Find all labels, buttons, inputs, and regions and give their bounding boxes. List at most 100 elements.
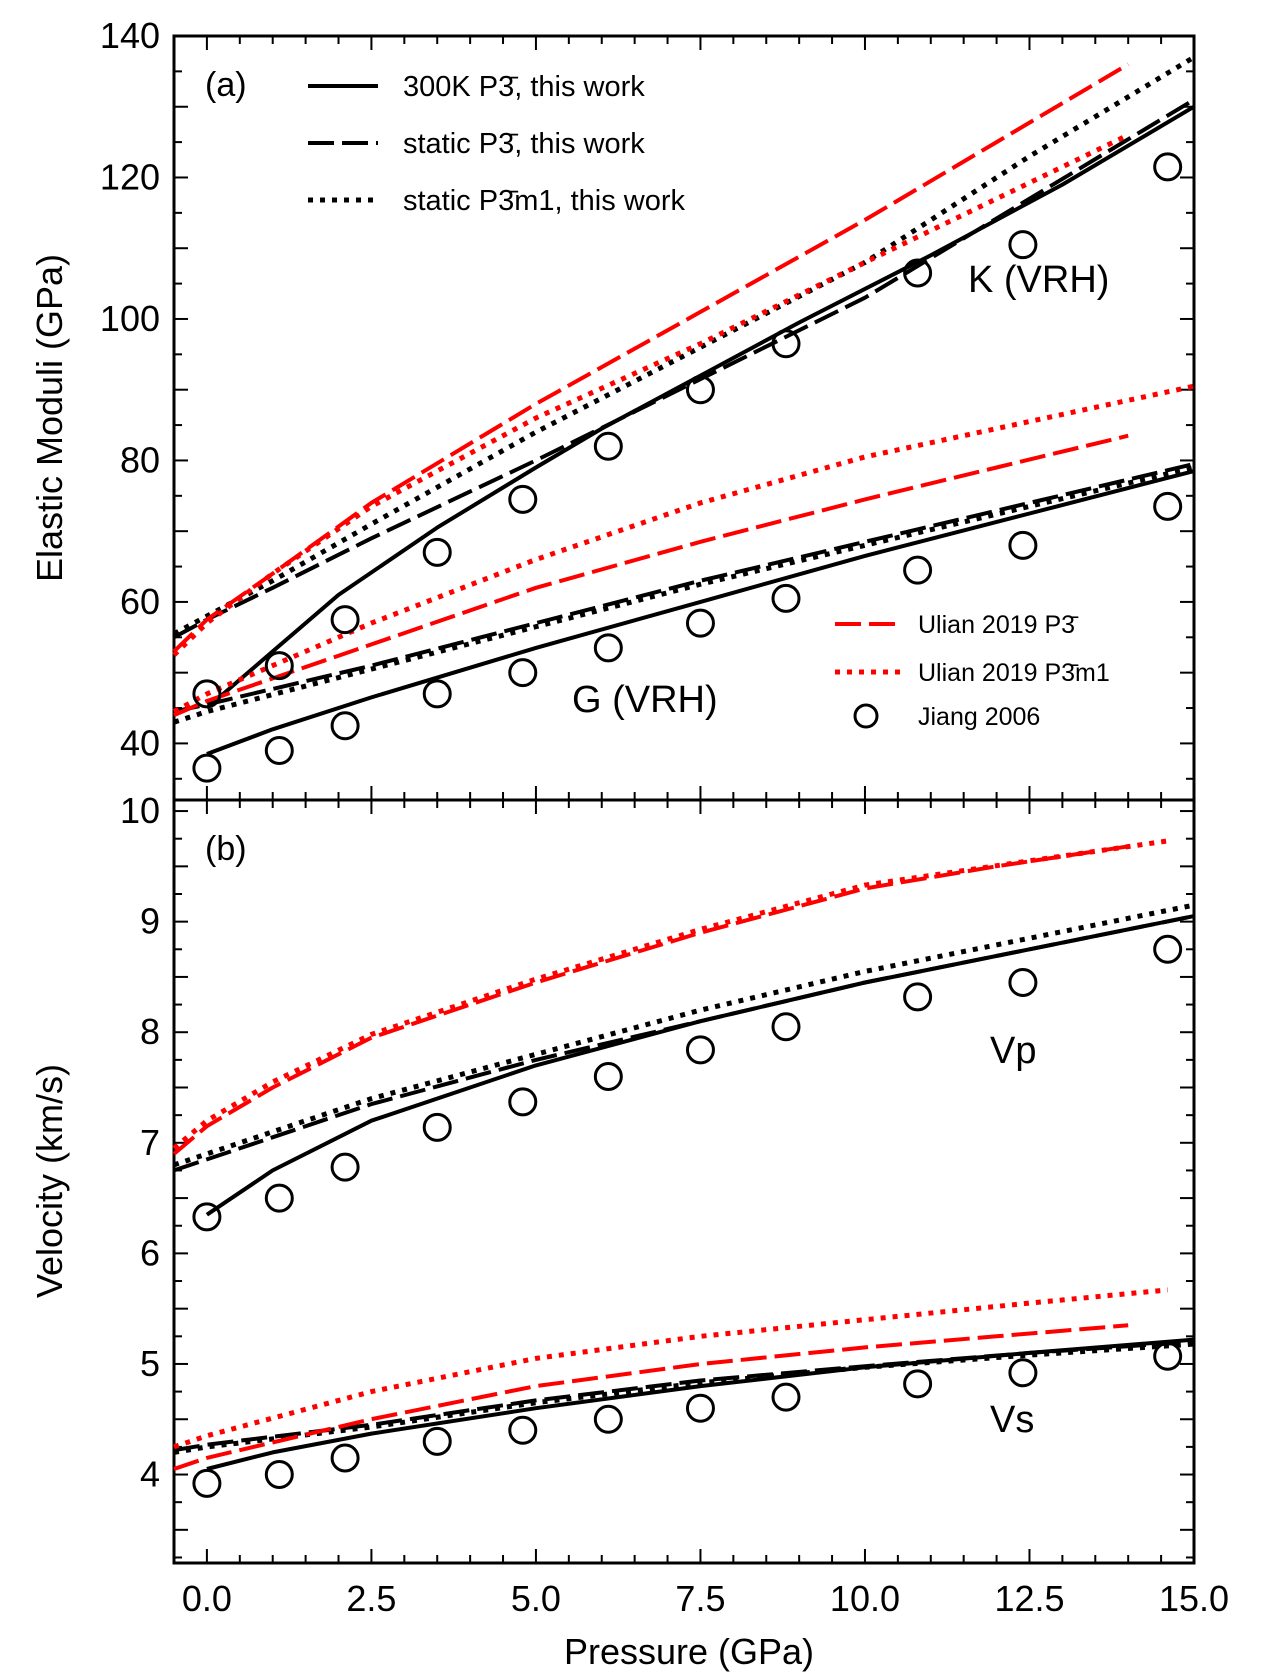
panel-a-elastic-moduli: 40 60 80 100 120 140 (a) K (VRH) G (VRH) 300K… <box>100 15 1196 802</box>
x-tick-label: 5.0 <box>511 1578 561 1619</box>
annotation-g-vrh: G (VRH) <box>572 679 718 721</box>
legend-label-static-p3m1: static P3̄m1, this work <box>403 185 686 217</box>
legend-item-ulian-p3m1: Ulian 2019 P3̄m1 <box>835 659 1110 687</box>
data-point-jiang-2006 <box>508 1087 538 1117</box>
x-tick-label: 15.0 <box>1159 1578 1229 1619</box>
y-tick-label: 9 <box>140 901 160 942</box>
data-point-jiang-2006 <box>903 982 933 1012</box>
data-point-jiang-2006 <box>1008 967 1038 997</box>
data-point-jiang-2006 <box>192 1202 222 1232</box>
series-line-000000-dashed <box>173 1339 1195 1453</box>
x-axis-label: Pressure (GPa) <box>564 1631 814 1672</box>
x-tick-label: 0.0 <box>182 1578 232 1619</box>
legend-top: 300K P3̄, this work static P3̄, this wor… <box>308 71 686 217</box>
legend-item-static-p3: static P3̄, this work <box>308 128 645 160</box>
data-point-jiang-2006 <box>771 583 801 613</box>
legend-item-ulian-p3: Ulian 2019 P3̄ <box>835 611 1079 639</box>
series-line-ff0000-dashed <box>172 844 1129 1156</box>
series-line-000000-dashed <box>173 97 1196 640</box>
data-point-jiang-2006 <box>330 1443 360 1473</box>
data-point-jiang-2006 <box>508 658 538 688</box>
panel-b-tag: (b) <box>205 830 247 868</box>
panel-b-y-tick-labels: 4 5 6 7 8 9 10 <box>120 790 160 1494</box>
x-tick-label: 10.0 <box>830 1578 900 1619</box>
data-point-jiang-2006 <box>903 555 933 585</box>
data-point-jiang-2006 <box>422 537 452 567</box>
data-point-jiang-2006 <box>593 431 623 461</box>
panel-b-frame <box>172 798 1196 1565</box>
legend-bottom: Ulian 2019 P3̄ Ulian 2019 P3̄m1 Jiang 20… <box>835 611 1110 731</box>
data-point-jiang-2006 <box>1153 152 1183 182</box>
series-line-ff0000-dotted <box>173 1287 1168 1450</box>
series-line-000000-dashed <box>173 462 1195 714</box>
data-point-jiang-2006 <box>1153 491 1183 521</box>
y-tick-label: 140 <box>100 15 160 56</box>
panel-b-markers <box>192 934 1183 1498</box>
data-point-jiang-2006 <box>685 608 715 638</box>
data-point-jiang-2006 <box>422 1112 452 1142</box>
data-point-jiang-2006 <box>685 1035 715 1065</box>
data-point-jiang-2006 <box>1008 530 1038 560</box>
data-point-jiang-2006 <box>192 753 222 783</box>
data-point-jiang-2006 <box>192 679 222 709</box>
series-line-000000-solid <box>206 469 1195 756</box>
data-point-jiang-2006 <box>771 1382 801 1412</box>
x-tick-label: 12.5 <box>994 1578 1064 1619</box>
data-point-jiang-2006 <box>422 679 452 709</box>
data-point-jiang-2006 <box>264 735 294 765</box>
x-tick-label: 2.5 <box>346 1578 396 1619</box>
data-point-jiang-2006 <box>330 605 360 635</box>
data-point-jiang-2006 <box>264 651 294 681</box>
y-tick-label: 6 <box>140 1232 160 1273</box>
data-point-jiang-2006 <box>192 1468 222 1498</box>
legend-item-jiang: Jiang 2006 <box>853 703 1040 731</box>
data-point-jiang-2006 <box>264 1183 294 1213</box>
series-line-000000-dotted <box>173 902 1195 1168</box>
y-tick-label: 60 <box>120 581 160 622</box>
data-point-jiang-2006 <box>1008 230 1038 260</box>
legend-item-static-p3m1: static P3̄m1, this work <box>308 185 686 217</box>
panel-a-series <box>172 55 1196 756</box>
panel-a-y-tick-labels: 40 60 80 100 120 140 <box>100 15 160 763</box>
series-line-ff0000-dotted <box>172 132 1130 657</box>
series-line-ff0000-dashed <box>173 1323 1129 1471</box>
y-tick-label: 120 <box>100 156 160 197</box>
panel-b-ticks <box>174 800 1195 1563</box>
panel-a-tag: (a) <box>205 66 247 104</box>
data-point-jiang-2006 <box>685 1393 715 1423</box>
panel-b-velocity: 4 5 6 7 8 9 10 0.0 2.5 5.0 7.5 10.0 12.5 15.0 (b) Vp… <box>120 790 1229 1619</box>
data-point-jiang-2006 <box>685 375 715 405</box>
legend-label-300k: 300K P3̄, this work <box>403 71 645 103</box>
panel-a-markers <box>192 152 1183 783</box>
series-line-ff0000-dotted <box>172 838 1169 1151</box>
legend-label-ulian-p3: Ulian 2019 P3̄ <box>918 611 1079 639</box>
data-point-jiang-2006 <box>593 633 623 663</box>
data-point-jiang-2006 <box>330 1152 360 1182</box>
y-axis-label-velocity: Velocity (km/s) <box>29 1064 70 1298</box>
data-point-jiang-2006 <box>508 484 538 514</box>
y-tick-label: 7 <box>140 1122 160 1163</box>
data-point-jiang-2006 <box>903 1369 933 1399</box>
data-point-jiang-2006 <box>1008 1358 1038 1388</box>
annotation-vp: Vp <box>990 1030 1036 1072</box>
data-point-jiang-2006 <box>593 1061 623 1091</box>
legend-label-jiang: Jiang 2006 <box>918 703 1040 731</box>
panel-b-series <box>172 838 1195 1471</box>
y-tick-label: 4 <box>140 1454 160 1495</box>
annotation-vs: Vs <box>990 1399 1034 1441</box>
data-point-jiang-2006 <box>771 1012 801 1042</box>
data-point-jiang-2006 <box>330 711 360 741</box>
data-point-jiang-2006 <box>771 329 801 359</box>
y-tick-label: 10 <box>120 790 160 831</box>
legend-label-ulian-p3m1: Ulian 2019 P3̄m1 <box>918 659 1110 687</box>
y-tick-label: 5 <box>140 1343 160 1384</box>
data-point-jiang-2006 <box>1153 934 1183 964</box>
legend-label-static-p3: static P3̄, this work <box>403 128 645 160</box>
series-line-000000-dashed <box>173 914 1195 1173</box>
series-line-ff0000-dotted <box>172 383 1195 714</box>
series-line-000000-dotted <box>173 465 1195 725</box>
data-point-jiang-2006 <box>1153 1341 1183 1371</box>
y-tick-label: 40 <box>120 722 160 763</box>
data-point-jiang-2006 <box>264 1460 294 1490</box>
data-point-jiang-2006 <box>422 1426 452 1456</box>
